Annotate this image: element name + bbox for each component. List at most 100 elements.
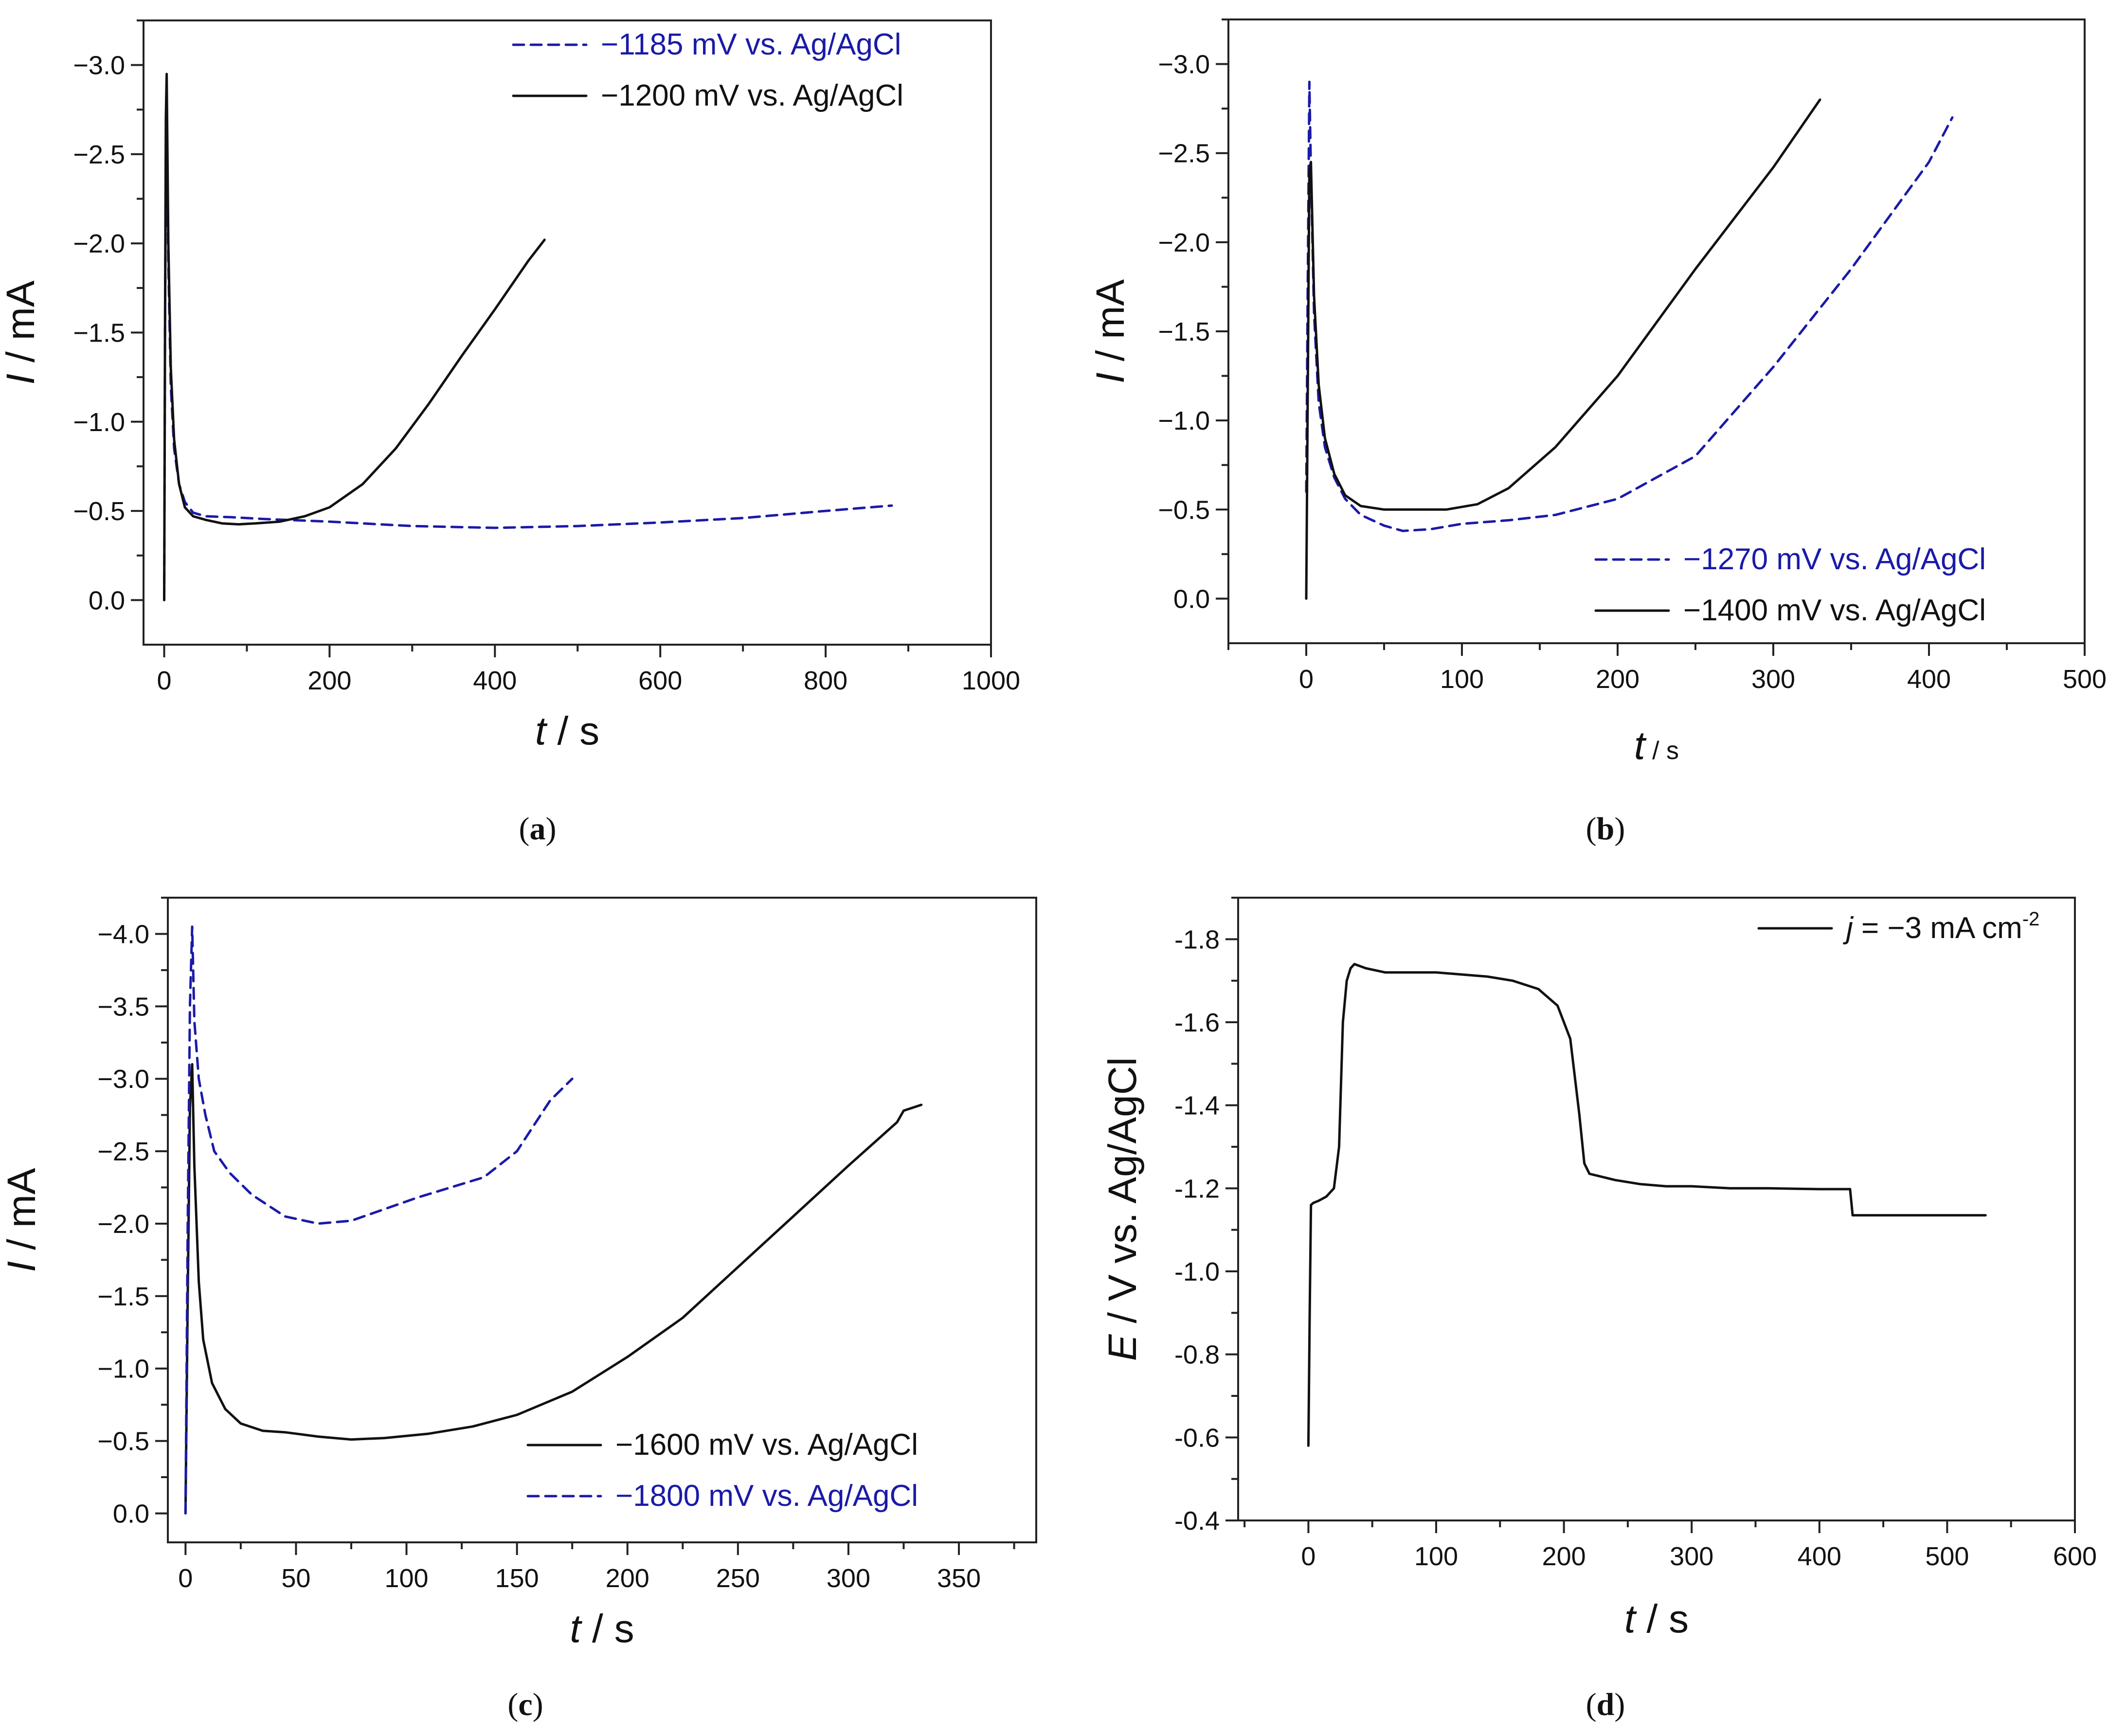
legend-entry: −1800 mV vs. Ag/AgCl xyxy=(615,1479,918,1513)
x-axis-label: t / s xyxy=(570,1607,634,1651)
panel-paren: ( xyxy=(519,811,530,847)
plot-frame xyxy=(167,897,1037,1543)
y-tick-label: 0.0 xyxy=(1173,584,1210,614)
x-tick-label: 0 xyxy=(1301,1542,1315,1571)
panel-c: 0 50 100 150 200 250 300 350 0.0 −0.5 −1.0 −1.5 −2.0… xyxy=(0,897,1037,1722)
panel-paren: ) xyxy=(1614,1687,1625,1722)
x-tick-label: 500 xyxy=(1925,1542,1969,1571)
panel-label: (b) xyxy=(1586,811,1625,847)
series-line-2 xyxy=(163,72,546,601)
plot-frame xyxy=(1237,897,2076,1521)
y-tick-label: -1.2 xyxy=(1174,1174,1220,1203)
y-tick-label: −1.0 xyxy=(1158,406,1210,435)
y-axis-var: I xyxy=(0,1261,44,1272)
x-axis-var: t xyxy=(570,1607,582,1651)
x-tick-label: 400 xyxy=(473,666,517,695)
y-tick-label: −2.5 xyxy=(1158,139,1210,168)
y-axis-label: I / mA xyxy=(0,1168,44,1272)
legend-entry: −1600 mV vs. Ag/AgCl xyxy=(615,1428,918,1462)
panel-paren: ) xyxy=(1614,811,1625,847)
y-tick-label: 0.0 xyxy=(89,586,125,615)
x-axis-unit: / s xyxy=(581,1607,634,1651)
y-tick-label: −0.5 xyxy=(1158,495,1210,524)
x-tick-label: 200 xyxy=(307,666,351,695)
y-axis-unit: / mA xyxy=(1088,279,1133,373)
y-tick-label: −0.5 xyxy=(97,1427,149,1456)
y-tick-label: −2.0 xyxy=(1158,228,1210,257)
x-axis-label: t / s xyxy=(1624,1597,1689,1641)
y-tick-label: −4.0 xyxy=(97,920,149,949)
y-tick-label: −3.0 xyxy=(1158,50,1210,79)
legend-superscript: -2 xyxy=(2022,908,2040,930)
x-tick-label: 300 xyxy=(1751,665,1795,694)
x-tick-label: 100 xyxy=(1440,665,1484,694)
panel-letter: d xyxy=(1597,1687,1615,1722)
series-line-1 xyxy=(163,135,893,601)
y-tick-label: −2.5 xyxy=(73,140,125,169)
series-line-2 xyxy=(184,925,574,1515)
y-axis-label: E / V vs. Ag/AgCl xyxy=(1100,1057,1145,1361)
legend-entry: −1400 mV vs. Ag/AgCl xyxy=(1683,594,1986,627)
y-tick-label: -0.4 xyxy=(1174,1506,1220,1536)
y-axis-unit: / mA xyxy=(0,280,43,374)
y-tick-label: -0.8 xyxy=(1174,1340,1220,1370)
legend-entry: j = −3 mA cm-2 xyxy=(1843,908,2039,945)
x-tick-label: 500 xyxy=(2063,665,2107,694)
y-axis-label: I / mA xyxy=(0,280,43,384)
panel-paren: ( xyxy=(1586,1687,1597,1722)
y-tick-label: -0.6 xyxy=(1174,1423,1220,1452)
x-axis-unit: / s xyxy=(546,709,599,753)
panel-letter: a xyxy=(530,811,546,847)
y-tick-label: −3.0 xyxy=(97,1065,149,1094)
y-tick-label: −1.0 xyxy=(97,1355,149,1384)
panel-d: 0 100 200 300 400 500 600 -0.4 -0.6 -0.8 -1.0 -1.2 -… xyxy=(1100,897,2097,1722)
x-tick-label: 100 xyxy=(384,1564,428,1593)
y-tick-label: -1.4 xyxy=(1174,1091,1220,1121)
y-tick-label: −3.5 xyxy=(97,992,149,1021)
x-tick-label: 1000 xyxy=(962,666,1020,695)
series-line-1 xyxy=(1307,963,1987,1447)
series-line-2 xyxy=(1305,98,1821,600)
y-tick-label: −3.0 xyxy=(73,51,125,80)
x-tick-label: 100 xyxy=(1414,1542,1458,1571)
legend-entry: −1200 mV vs. Ag/AgCl xyxy=(601,79,903,112)
panel-paren: ) xyxy=(533,1687,543,1722)
x-tick-label: 200 xyxy=(606,1564,649,1593)
y-tick-label: 0.0 xyxy=(113,1499,149,1528)
x-tick-label: 0 xyxy=(1299,665,1314,694)
panel-label: (a) xyxy=(519,811,557,847)
series-line-1 xyxy=(184,1063,923,1515)
x-tick-label: 400 xyxy=(1907,665,1951,694)
y-tick-label: −0.5 xyxy=(73,497,125,526)
y-axis-label: I / mA xyxy=(1088,279,1133,383)
x-tick-label: 600 xyxy=(638,666,682,695)
y-tick-label: −2.0 xyxy=(97,1210,149,1239)
x-axis-var: t xyxy=(1624,1597,1637,1641)
y-tick-label: −1.5 xyxy=(1158,317,1210,346)
plot-frame xyxy=(143,19,992,646)
x-tick-label: 150 xyxy=(495,1564,539,1593)
y-axis-var: I xyxy=(1088,372,1133,383)
panel-a: 0 200 400 600 800 1000 0.0 −0.5 −1.0 −1.5 −2.0 −2.5… xyxy=(0,19,1020,847)
x-axis-unit: / s xyxy=(1645,737,1679,765)
panel-paren: ) xyxy=(546,811,557,847)
panel-letter: c xyxy=(518,1687,532,1722)
legend-entry: −1270 mV vs. Ag/AgCl xyxy=(1683,542,1986,576)
x-axis-label: t / s xyxy=(535,709,599,753)
y-tick-label: −2.5 xyxy=(97,1137,149,1166)
series-line-1 xyxy=(1305,80,1954,532)
legend-var: j xyxy=(1843,911,1854,945)
y-axis-unit: / mA xyxy=(0,1168,44,1261)
x-tick-label: 400 xyxy=(1798,1542,1841,1571)
y-tick-label: −1.5 xyxy=(97,1282,149,1311)
y-axis-var: E xyxy=(1100,1334,1145,1361)
x-tick-label: 200 xyxy=(1542,1542,1586,1571)
panel-paren: ( xyxy=(1586,811,1597,847)
panel-letter: b xyxy=(1597,811,1615,847)
y-tick-label: -1.0 xyxy=(1174,1257,1220,1286)
y-tick-label: −1.5 xyxy=(73,319,125,348)
x-axis-unit: / s xyxy=(1636,1597,1689,1641)
panel-label: (c) xyxy=(507,1687,543,1722)
x-axis-var: t xyxy=(535,709,548,753)
